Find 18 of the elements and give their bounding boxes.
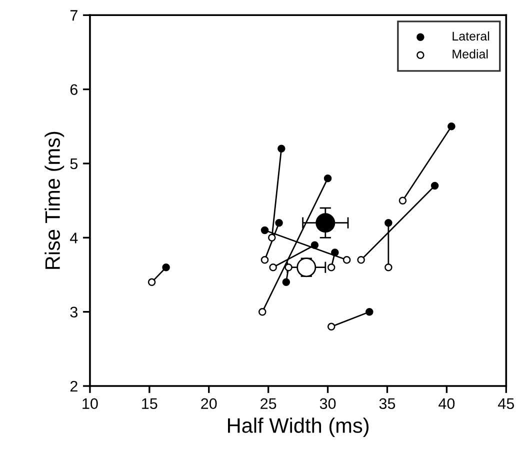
x-tick-label: 30 [320,398,336,410]
y-tick-label: 4 [70,232,78,244]
x-tick-label: 35 [379,398,396,410]
x-tick-label: 25 [260,398,276,410]
x-tick-label: 15 [142,398,158,410]
y-tick-label: 3 [70,306,78,318]
x-tick-label: 40 [438,398,455,410]
y-axis-title: Rise Time (ms) [44,132,64,269]
x-tick-label: 10 [82,398,98,410]
x-tick-label: 20 [201,398,217,410]
y-tick-label: 6 [70,84,78,96]
legend-label: Medial [452,49,488,58]
x-axis-title: Half Width (ms) [228,418,369,438]
y-tick-label: 7 [70,10,78,21]
x-tick-label: 45 [498,398,514,410]
y-tick-label: 5 [70,158,78,170]
y-tick-label: 2 [70,380,78,392]
legend-label: Lateral [452,31,490,41]
